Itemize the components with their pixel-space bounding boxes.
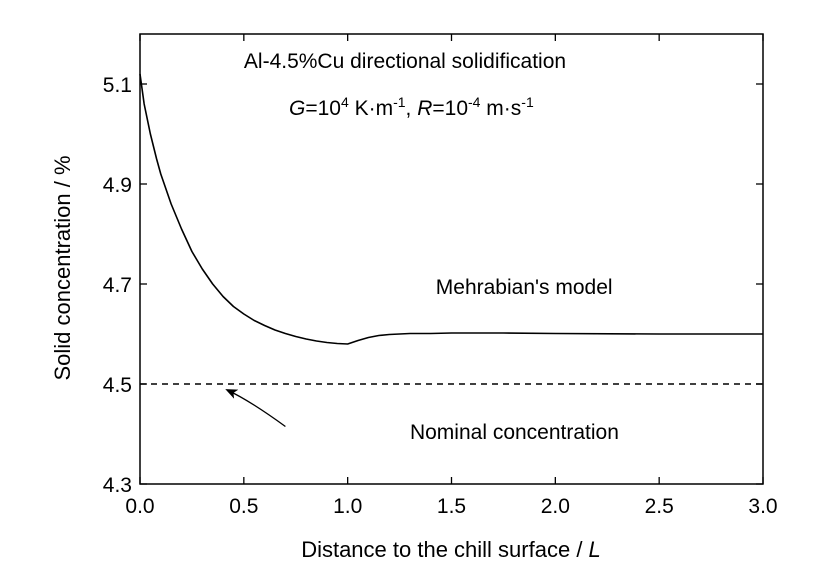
x-axis-label: Distance to the chill surface / L <box>301 537 601 562</box>
y-axis-label: Solid concentration / % <box>50 155 75 380</box>
annotations-group: Mehrabian's model Nominal concentration <box>225 276 619 444</box>
ticks-group: 0.0 0.5 1.0 1.5 2.0 2.5 3.0 4.3 4.5 4.7 4.9 5.1 <box>103 34 778 518</box>
chart-title-line1: Al-4.5%Cu directional solidification <box>244 50 566 73</box>
g-unit: K·m <box>349 97 393 120</box>
g-exp: 4 <box>341 94 349 110</box>
x-tick-label: 0.0 <box>125 495 154 518</box>
y-tick-label: 4.9 <box>103 174 132 197</box>
x-tick-label: 3.0 <box>748 495 777 518</box>
x-axis-label-text: Distance to the chill surface / <box>301 537 588 562</box>
g-unit-exp: -1 <box>393 94 406 110</box>
x-tick-label: 1.0 <box>333 495 362 518</box>
g-eq: =10 <box>305 97 341 120</box>
x-axis-label-symbol: L <box>589 537 601 562</box>
y-tick-label: 4.5 <box>103 374 132 397</box>
x-tick-label: 1.5 <box>437 495 466 518</box>
annotation-model-label: Mehrabian's model <box>436 276 613 299</box>
x-tick-label: 2.5 <box>645 495 674 518</box>
series-line-model <box>139 73 763 345</box>
r-exp: -4 <box>468 94 481 110</box>
x-tick-label: 0.5 <box>229 495 258 518</box>
x-tick-label: 2.0 <box>541 495 570 518</box>
r-symbol: R <box>417 97 432 120</box>
y-tick-label: 4.3 <box>103 474 132 497</box>
r-eq: =10 <box>432 97 468 120</box>
annotation-arrow <box>225 389 286 428</box>
r-unit: m·s <box>480 97 521 120</box>
chart-title-line2: G=104 K·m-1, R=10-4 m·s-1 <box>289 94 534 120</box>
y-tick-label: 4.7 <box>103 274 132 297</box>
title-separator: , <box>406 97 418 120</box>
series-group <box>139 73 763 385</box>
g-symbol: G <box>289 97 305 120</box>
r-unit-exp: -1 <box>521 94 534 110</box>
annotation-nominal-label: Nominal concentration <box>410 421 619 444</box>
y-tick-label: 5.1 <box>103 74 132 97</box>
